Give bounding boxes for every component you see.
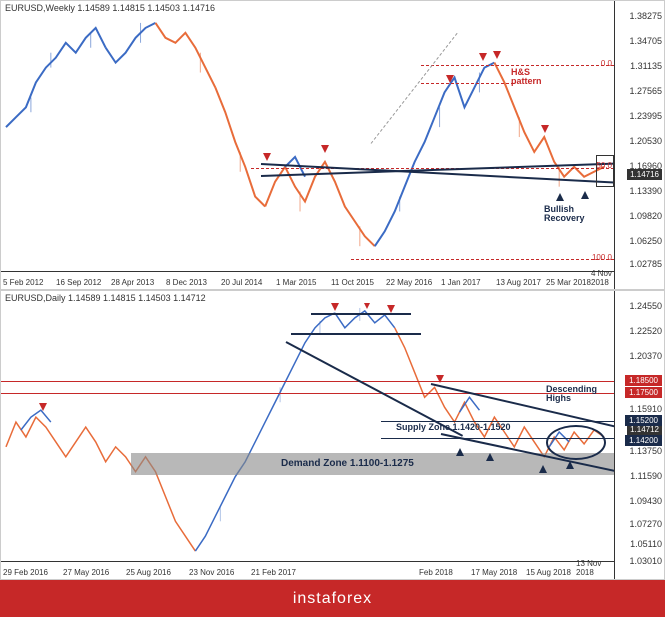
- ytick: 1.09820: [629, 211, 662, 221]
- weekly-current-price: 1.14716: [627, 169, 662, 180]
- bullish-arrow-2: [581, 191, 589, 199]
- xtick: 28 Apr 2013: [111, 278, 154, 287]
- daily-plot-area: DescendingHighs Supply Zone 1.1420-1.152…: [1, 303, 614, 561]
- daily-peak-1: [39, 403, 47, 411]
- xtick: 8 Dec 2013: [166, 278, 207, 287]
- hs-neckline: [421, 83, 514, 84]
- ytick: 1.23995: [629, 111, 662, 121]
- xtick: 29 Feb 2016: [3, 568, 48, 577]
- daily-peak-2: [331, 303, 339, 311]
- xtick: 1 Jan 2017: [441, 278, 481, 287]
- weekly-chart-title: EURUSD,Weekly 1.14589 1.14815 1.14503 1.…: [5, 3, 215, 13]
- brand-footer: instaforex: [0, 580, 665, 617]
- xtick: 23 Nov 2016: [189, 568, 234, 577]
- weekly-chart: EURUSD,Weekly 1.14589 1.14815 1.14503 1.…: [0, 0, 665, 290]
- peak-arrow-4: [479, 53, 487, 61]
- descending-highs-text: DescendingHighs: [546, 384, 597, 403]
- xtick: 22 May 2016: [386, 278, 432, 287]
- fib-0-label: 0.0: [601, 59, 612, 68]
- daily-trough-3: [539, 465, 547, 473]
- xtick: 16 Sep 2012: [56, 278, 101, 287]
- xtick: 25 Mar 2018: [546, 278, 591, 287]
- level-17500: [1, 393, 614, 394]
- xtick: 21 Feb 2017: [251, 568, 296, 577]
- ytick: 1.34705: [629, 36, 662, 46]
- daily-trough-4: [566, 461, 574, 469]
- descending-highs-label: DescendingHighs: [546, 385, 597, 403]
- ytick: 1.09430: [629, 496, 662, 506]
- ytick: 1.11590: [630, 471, 662, 481]
- ytick: 1.06250: [629, 236, 662, 246]
- ytick: 1.07270: [629, 519, 662, 529]
- ytick: 1.13390: [629, 186, 662, 196]
- peak-arrow-6: [541, 125, 549, 133]
- ytick: 1.24550: [629, 301, 662, 311]
- fib-100-label: 100.0: [592, 253, 612, 262]
- ytick: 1.13750: [629, 446, 662, 456]
- demand-zone-text: Demand Zone 1.1100-1.1275: [281, 458, 414, 469]
- fib-0-line: [421, 65, 614, 66]
- bullish-recovery-text: BullishRecovery: [544, 204, 585, 223]
- daily-trough-2: [486, 453, 494, 461]
- ytick: 1.03010: [629, 556, 662, 566]
- xtick: 27 May 2016: [63, 568, 109, 577]
- ytick: 1.22520: [629, 326, 662, 336]
- hs-pattern-label: H&Spattern: [511, 68, 542, 86]
- supply-zone-label: Supply Zone 1.1420-1.1520: [396, 422, 511, 432]
- level-label-15200: 1.15200: [625, 415, 662, 426]
- consolidation-ellipse: [546, 425, 606, 460]
- current-price-box: [596, 155, 614, 187]
- hs-pattern-text: H&Spattern: [511, 67, 542, 86]
- xtick: 25 Aug 2016: [126, 568, 171, 577]
- peak-arrow-1: [263, 153, 271, 161]
- xtick: 13 Aug 2017: [496, 278, 541, 287]
- ytick: 1.05110: [630, 539, 662, 549]
- brand-name: instaforex: [293, 590, 372, 608]
- daily-x-axis: 29 Feb 2016 27 May 2016 25 Aug 2016 23 N…: [1, 561, 614, 579]
- xtick: Feb 2018: [419, 568, 453, 577]
- fib-50-label: 50.0: [596, 161, 612, 170]
- demand-zone-label: Demand Zone 1.1100-1.1275: [281, 458, 414, 469]
- xtick: 15 Aug 2018: [526, 568, 571, 577]
- daily-peak-5: [436, 375, 444, 383]
- xtick: 17 May 2018: [471, 568, 517, 577]
- level-label-17500: 1.17500: [625, 387, 662, 398]
- xtick: 13 Nov 2018: [576, 559, 614, 577]
- ytick: 1.31135: [630, 61, 662, 71]
- daily-peak-3: [363, 303, 371, 309]
- ytick: 1.20370: [629, 351, 662, 361]
- supply-zone-text: Supply Zone 1.1420-1.1520: [396, 422, 511, 432]
- bullish-arrow-1: [556, 193, 564, 201]
- fib-100-line: [351, 259, 614, 260]
- weekly-y-axis: 1.38275 1.34705 1.31135 1.27565 1.23995 …: [614, 1, 664, 289]
- top-line-2: [291, 333, 421, 335]
- peak-arrow-5: [493, 51, 501, 59]
- daily-candles: [1, 303, 614, 561]
- weekly-x-axis: 5 Feb 2012 16 Sep 2012 28 Apr 2013 8 Dec…: [1, 271, 614, 289]
- ytick: 1.38275: [629, 11, 662, 21]
- level-18500: [1, 381, 614, 382]
- xtick: 20 Jul 2014: [221, 278, 262, 287]
- level-label-18500: 1.18500: [625, 375, 662, 386]
- ytick: 1.27565: [629, 86, 662, 96]
- ytick: 1.20530: [629, 136, 662, 146]
- xtick: 11 Oct 2015: [331, 278, 374, 287]
- xtick: 1 Mar 2015: [276, 278, 316, 287]
- ytick: 1.02785: [629, 259, 662, 269]
- weekly-plot-area: H&Spattern BullishRecovery: [1, 13, 614, 271]
- bullish-recovery-label: BullishRecovery: [544, 205, 585, 223]
- xtick: 4 Nov 2018: [591, 269, 614, 287]
- daily-chart: EURUSD,Daily 1.14589 1.14815 1.14503 1.1…: [0, 290, 665, 580]
- top-line-1: [311, 313, 411, 315]
- ytick: 1.15910: [629, 404, 662, 414]
- peak-arrow-2: [321, 145, 329, 153]
- peak-arrow-3: [446, 75, 454, 83]
- daily-chart-title: EURUSD,Daily 1.14589 1.14815 1.14503 1.1…: [5, 293, 206, 303]
- daily-trough-1: [456, 448, 464, 456]
- level-label-14200: 1.14200: [625, 435, 662, 446]
- daily-peak-4: [387, 305, 395, 313]
- weekly-candles: [1, 13, 614, 271]
- xtick: 5 Feb 2012: [3, 278, 43, 287]
